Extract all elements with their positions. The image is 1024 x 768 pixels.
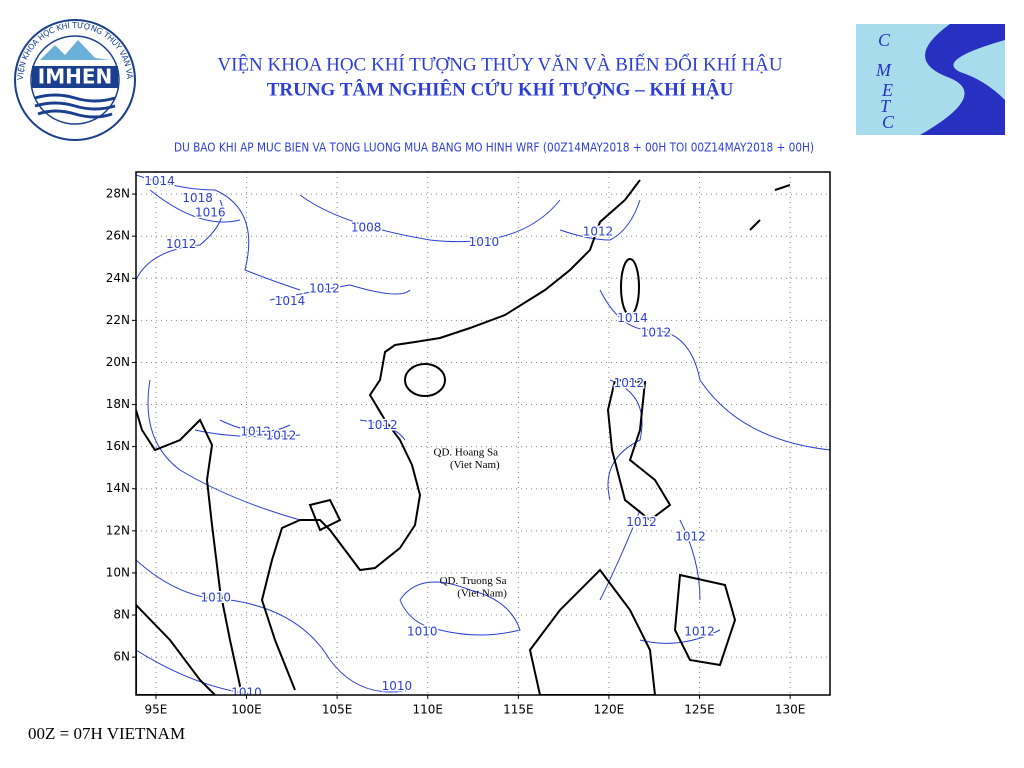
isobar-label: 1014 — [617, 311, 648, 325]
map-frame — [135, 171, 831, 696]
isobar-label: 1012 — [684, 624, 715, 638]
isobar-label: 1012 — [675, 530, 706, 544]
x-tick-label: 110E — [412, 703, 443, 717]
isobar-label: 1012 — [240, 424, 271, 438]
y-tick-label: 26N — [106, 229, 130, 243]
y-tick-label: 16N — [106, 439, 130, 453]
y-tick-label: 18N — [106, 397, 130, 411]
isobar-label: 1012 — [309, 281, 340, 295]
place-label: (Viet Nam) — [457, 588, 507, 600]
institute-title: VIỆN KHOA HỌC KHÍ TƯỢNG THỦY VĂN VÀ BIẾN… — [217, 53, 782, 75]
logo-text: IMHEN — [38, 65, 112, 89]
isobar-label: 1010 — [231, 685, 262, 699]
x-tick-label: 95E — [145, 703, 168, 717]
logo-letter: C — [878, 30, 891, 50]
contours — [136, 174, 830, 695]
y-tick-label: 8N — [113, 608, 130, 622]
map-title: DU BAO KHI AP MUC BIEN VA TONG LUONG MUA… — [174, 141, 814, 155]
isobar-label: 1010 — [382, 679, 413, 693]
place-label: QD. Truong Sa — [440, 575, 507, 587]
footer: 00Z = 07H VIETNAM — [28, 724, 185, 743]
isobar-label: 1012 — [614, 376, 645, 390]
isobar-label: 1012 — [583, 224, 614, 238]
y-tick-label: 20N — [106, 355, 130, 369]
y-tick-label: 22N — [106, 313, 130, 327]
y-tick-label: 10N — [106, 565, 130, 579]
x-tick-label: 115E — [503, 703, 534, 717]
isobar-label: 1010 — [469, 235, 500, 249]
logo-letter: T — [880, 96, 892, 116]
logo-letter: C — [882, 112, 895, 132]
place-label: (Viet Nam) — [450, 459, 500, 471]
x-tick-label: 100E — [231, 703, 262, 717]
isobar-label: 1010 — [200, 591, 231, 605]
isobar-label: 1014 — [275, 294, 306, 308]
isobar-label: 1012 — [641, 326, 672, 340]
isobar-label: 1010 — [407, 624, 438, 638]
coastlines — [136, 179, 791, 695]
x-tick-label: 120E — [594, 703, 625, 717]
isobar-label: 1012 — [266, 429, 297, 443]
logo-left: IMHEN VIỆN KHOA HỌC KHÍ TƯỢNG THỦY VĂN V… — [0, 0, 137, 141]
y-tick-label: 14N — [106, 481, 130, 495]
isobar-label: 1008 — [351, 220, 382, 234]
logo-letter: E — [881, 80, 893, 100]
y-tick-label: 12N — [106, 523, 130, 537]
isobar-label: 1016 — [195, 206, 226, 220]
center-title: TRUNG TÂM NGHIÊN CỨU KHÍ TƯỢNG – KHÍ HẬU — [267, 78, 734, 100]
y-tick-label: 28N — [106, 187, 130, 201]
place-label: QD. Hoang Sa — [434, 446, 499, 458]
isobar-label: 1012 — [626, 515, 657, 529]
logo-letter: M — [875, 60, 892, 80]
x-tick-label: 105E — [322, 703, 353, 717]
y-tick-label: 24N — [106, 271, 130, 285]
y-tick-label: 6N — [113, 650, 130, 664]
isobar-label: 1012 — [166, 237, 197, 251]
isobar-label: 1014 — [144, 174, 175, 188]
map: 95E 100E 105E 110E 115E 120E 125E 130E 6N 8N 10N 12… — [106, 171, 831, 717]
x-tick-label: 125E — [684, 703, 715, 717]
isobar-label: 1018 — [182, 191, 213, 205]
isobar-label: 1012 — [367, 418, 398, 432]
x-tick-label: 130E — [775, 703, 806, 717]
